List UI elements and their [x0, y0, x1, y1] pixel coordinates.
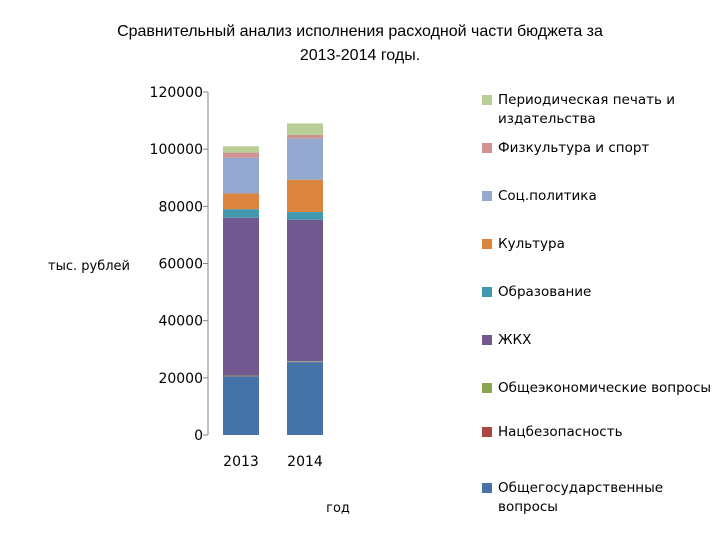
legend-swatch: [482, 483, 492, 493]
bar-segment: [287, 138, 323, 180]
legend-item: Культура: [482, 235, 712, 254]
legend-swatch: [482, 383, 492, 393]
y-tick-label: 20000: [158, 371, 203, 387]
bar-segment: [223, 193, 259, 210]
bar-segment: [287, 219, 323, 362]
legend-label: Соц.политика: [498, 188, 597, 204]
legend-swatch: [482, 143, 492, 153]
x-axis-title: год: [326, 501, 350, 516]
legend-swatch: [482, 239, 492, 249]
y-axis: 0 20000 40000 60000 80000 100000 120000: [150, 85, 208, 444]
legend-swatch: [482, 191, 492, 201]
legend-label: Нацбезопасность: [498, 424, 623, 440]
legend-item: Общегосударственные вопросы: [482, 479, 712, 517]
bar-segment: [223, 146, 259, 153]
y-tick-label: 0: [194, 428, 203, 444]
legend-item: Соц.политика: [482, 187, 712, 206]
y-axis-title: тыс. рублей: [48, 259, 130, 274]
legend-item: Физкультура и спорт: [482, 139, 712, 158]
x-tick-label: 2013: [223, 454, 259, 470]
bar-segment: [287, 134, 323, 139]
legend-label: Общегосударственные вопросы: [498, 480, 664, 515]
bar-segment: [287, 123, 323, 135]
legend-swatch: [482, 427, 492, 437]
bar-segment: [223, 157, 259, 194]
bar-segment: [287, 362, 323, 435]
legend-item: Общеэкономические вопросы: [482, 379, 712, 398]
bar-segment: [223, 152, 259, 158]
bar-segment: [287, 179, 323, 213]
legend-label: Общеэкономические вопросы: [498, 380, 712, 396]
y-tick-label: 40000: [158, 314, 203, 330]
bars: [223, 123, 323, 435]
legend-item: Нацбезопасность: [482, 423, 712, 442]
legend-item: Периодическая печать и издательства: [482, 91, 712, 129]
y-tick-label: 60000: [158, 257, 203, 273]
legend-swatch: [482, 95, 492, 105]
legend-label: ЖКХ: [498, 332, 532, 348]
chart-title: Сравнительный анализ исполнения расходно…: [117, 23, 603, 64]
y-tick-label: 80000: [158, 199, 203, 215]
y-tick-label: 100000: [150, 142, 203, 158]
legend-swatch: [482, 335, 492, 345]
bar-segment: [287, 361, 323, 362]
legend-label: Периодическая печать и издательства: [498, 92, 675, 127]
x-axis: 2013 2014: [223, 454, 323, 470]
legend-item: ЖКХ: [482, 331, 712, 350]
x-tick-label: 2014: [287, 454, 323, 470]
y-tick-label: 120000: [150, 85, 203, 101]
legend-label: Физкультура и спорт: [498, 140, 650, 156]
legend-item: Образование: [482, 283, 712, 302]
bar-segment: [223, 375, 259, 377]
bar-segment: [223, 209, 259, 218]
bar-segment: [223, 376, 259, 435]
legend-label: Культура: [498, 236, 565, 252]
bar-segment: [287, 212, 323, 220]
bar-segment: [223, 217, 259, 376]
legend-swatch: [482, 287, 492, 297]
legend-label: Образование: [498, 284, 592, 300]
